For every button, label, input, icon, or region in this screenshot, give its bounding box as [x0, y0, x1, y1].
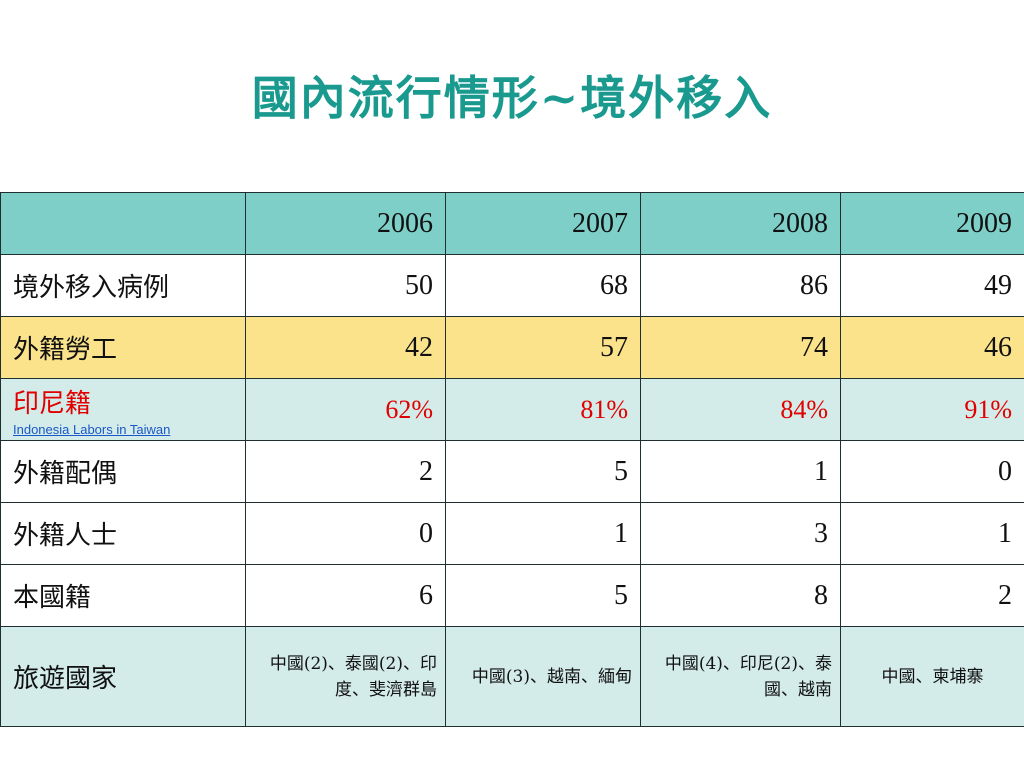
- row-label: 外籍配偶: [0, 440, 246, 503]
- table-cell: 6: [245, 564, 446, 627]
- table-cell: 68: [445, 254, 641, 317]
- table-cell: 46: [840, 316, 1024, 379]
- table-cell: 5: [445, 440, 641, 503]
- row-label: 境外移入病例: [0, 254, 246, 317]
- row-label: 印尼籍: [13, 388, 92, 419]
- header-corner-cell: [0, 192, 246, 255]
- page-title: 國內流行情形~境外移入: [251, 71, 773, 125]
- header-row: 2006 2007 2008 2009: [0, 192, 1024, 255]
- table-row: 外籍配偶 2 5 1 0: [0, 440, 1024, 503]
- table-cell: 50: [245, 254, 446, 317]
- year-header: 2008: [640, 192, 841, 255]
- table-row: 外籍勞工 42 57 74 46: [0, 316, 1024, 379]
- year-header: 2007: [445, 192, 641, 255]
- table-cell: 8: [640, 564, 841, 627]
- table-cell: 1: [445, 502, 641, 565]
- percent-cell: 81%: [445, 378, 641, 441]
- travel-country-cell: 中國(3)、越南、緬甸: [445, 626, 641, 727]
- travel-country-cell: 中國、柬埔寨: [840, 626, 1024, 727]
- table-row: 印尼籍 Indonesia Labors in Taiwan 62% 81% 8…: [0, 378, 1024, 441]
- indonesia-labors-link[interactable]: Indonesia Labors in Taiwan: [13, 421, 171, 437]
- table-cell: 3: [640, 502, 841, 565]
- travel-country-cell: 中國(4)、印尼(2)、泰國、越南: [640, 626, 841, 727]
- row-label: 外籍人士: [0, 502, 246, 565]
- imported-cases-table: 2006 2007 2008 2009 境外移入病例 50 68 86 49 外…: [0, 192, 1024, 727]
- table-row: 旅遊國家 中國(2)、泰國(2)、印度、斐濟群島 中國(3)、越南、緬甸 中國(…: [0, 626, 1024, 727]
- percent-cell: 84%: [640, 378, 841, 441]
- year-header: 2006: [245, 192, 446, 255]
- row-label: 本國籍: [0, 564, 246, 627]
- table-row: 本國籍 6 5 8 2: [0, 564, 1024, 627]
- table-cell: 0: [245, 502, 446, 565]
- percent-cell: 62%: [245, 378, 446, 441]
- travel-country-cell: 中國(2)、泰國(2)、印度、斐濟群島: [245, 626, 446, 727]
- row-label-cell: 印尼籍 Indonesia Labors in Taiwan: [0, 378, 246, 441]
- table-cell: 74: [640, 316, 841, 379]
- percent-cell: 91%: [840, 378, 1024, 441]
- table-cell: 57: [445, 316, 641, 379]
- table-cell: 0: [840, 440, 1024, 503]
- year-header: 2009: [840, 192, 1024, 255]
- row-label: 外籍勞工: [0, 316, 246, 379]
- table-cell: 2: [840, 564, 1024, 627]
- table-row: 外籍人士 0 1 3 1: [0, 502, 1024, 565]
- table-cell: 1: [640, 440, 841, 503]
- table-cell: 2: [245, 440, 446, 503]
- table-cell: 5: [445, 564, 641, 627]
- row-label: 旅遊國家: [0, 626, 246, 727]
- table-cell: 42: [245, 316, 446, 379]
- table-cell: 1: [840, 502, 1024, 565]
- table-cell: 49: [840, 254, 1024, 317]
- table-cell: 86: [640, 254, 841, 317]
- table-row: 境外移入病例 50 68 86 49: [0, 254, 1024, 317]
